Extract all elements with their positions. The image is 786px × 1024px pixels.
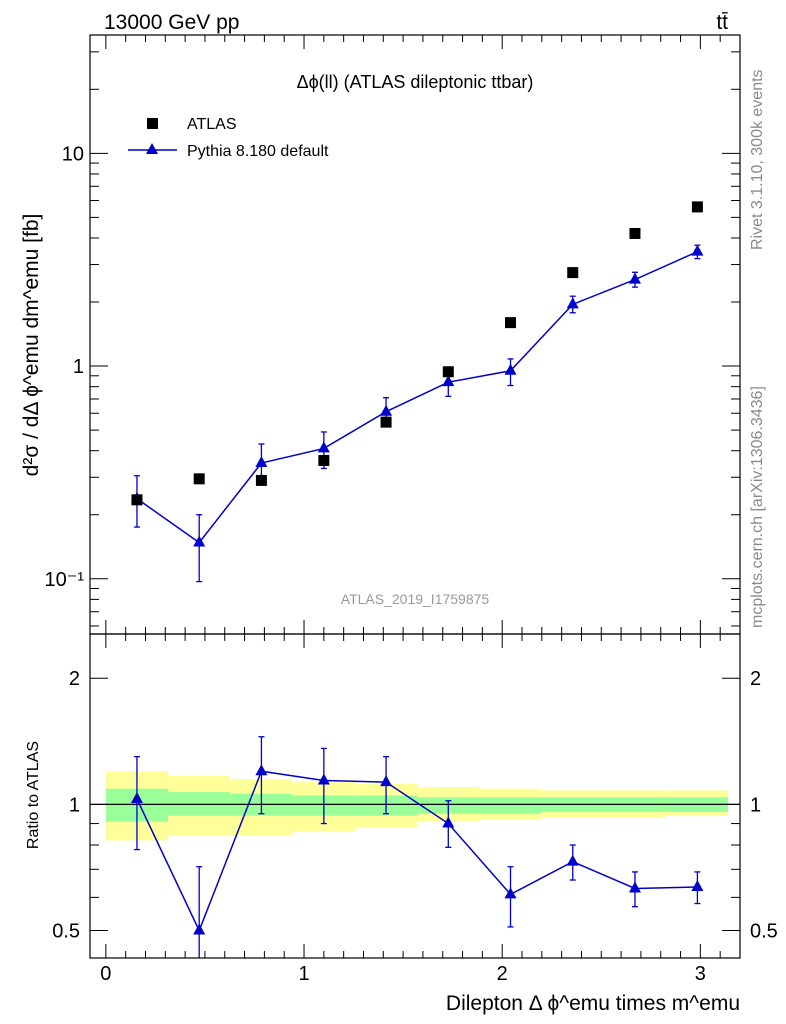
ratio-ytick-label-right: 2 [750,668,761,690]
rivet-side-text: Rivet 3.1.10, 300k events [749,69,766,250]
source-side-label: mcplots.cern.ch [arXiv:1306.3436] [749,386,766,628]
ratio-ytick-label-left: 2 [69,668,80,690]
main-ytick-label: 1 [73,356,84,378]
pythia-point [566,297,579,309]
pythia-point [255,456,268,468]
ratio-frame [89,633,741,959]
ratio-point [193,923,206,935]
ratio-point [380,775,393,787]
main-series-atlas [131,201,703,506]
ratio-point [628,881,641,893]
main-watermark: ATLAS_2019_I1759875 [341,591,490,607]
ratio-xlabel: Dilepton Δ ϕ^emu times m^emu [446,992,740,1015]
ratio-point [691,880,704,892]
pythia-point [628,272,641,284]
atlas-point [691,201,703,213]
main-ylabel: d²σ / dΔ ϕ^emu dm^emu [fb] [20,214,43,477]
ratio-bands [105,771,729,841]
ratio-ticks [90,634,740,958]
ratio-xtick-label: 0 [100,963,111,985]
rivet-side-label: Rivet 3.1.10, 300k events [749,69,766,250]
ratio-ylabel-text: Ratio to ATLAS [25,741,42,849]
main-ytick-label: 10⁻¹ [45,569,85,591]
header-left-label: 13000 GeV pp [104,11,239,34]
atlas-point [567,267,579,279]
ratio-panel: 2 2 1 1 0.5 0.5 0 1 2 3 Ratio to ATLAS Dilepton Δ ϕ… [25,633,778,1015]
pythia-point [442,375,455,387]
legend-pythia-label: Pythia 8.180 default [187,143,329,160]
atlas-point [255,474,267,486]
ratio-line [136,770,698,933]
ratio-ylabel: Ratio to ATLAS [25,741,42,849]
atlas-point [505,317,517,329]
header-right-label: tt̄ [716,11,728,34]
ratio-xtick-label: 2 [497,963,508,985]
main-ytick-label: 10 [62,143,84,165]
pythia-line [136,250,698,544]
ratio-ytick-label-left: 1 [69,794,80,816]
main-ylabel-text: d²σ / dΔ ϕ^emu dm^emu [fb] [20,214,43,477]
atlas-point [131,494,143,506]
ratio-band-inner [479,797,542,814]
ratio-point [442,816,455,828]
main-legend: ATLAS Pythia 8.180 default [128,116,329,160]
ratio-ytick-label-right: 1 [750,794,761,816]
main-ticks [90,35,740,634]
pythia-point [504,363,517,375]
main-title: Δϕ(ll) (ATLAS dileptonic ttbar) [297,72,534,92]
atlas-point [193,473,205,485]
pythia-point [380,404,393,416]
source-side-text: mcplots.cern.ch [arXiv:1306.3436] [749,386,766,628]
main-panel: 10 1 10⁻¹ Δϕ(ll) (ATLAS dileptonic ttbar) AT… [20,34,741,635]
legend-atlas-marker [147,118,158,129]
main-series-pythia [130,244,704,583]
ratio-point [317,773,330,785]
ratio-point [566,854,579,866]
ratio-point [255,764,268,776]
legend-pythia-marker [146,143,158,154]
ratio-point [504,887,517,899]
ratio-ytick-label-left: 0.5 [52,921,80,943]
ratio-xtick-label: 1 [298,963,309,985]
pythia-point [317,441,330,453]
ratio-xtick-label: 3 [695,963,706,985]
pythia-point [691,244,704,256]
pythia-point [193,535,206,547]
ratio-series-pythia [130,736,704,958]
ratio-point [130,792,143,804]
legend-atlas-label: ATLAS [187,116,237,133]
atlas-point [380,416,392,428]
ratio-ytick-label-right: 0.5 [750,921,778,943]
atlas-point [318,454,330,466]
atlas-point [442,366,454,378]
atlas-point [629,227,641,239]
